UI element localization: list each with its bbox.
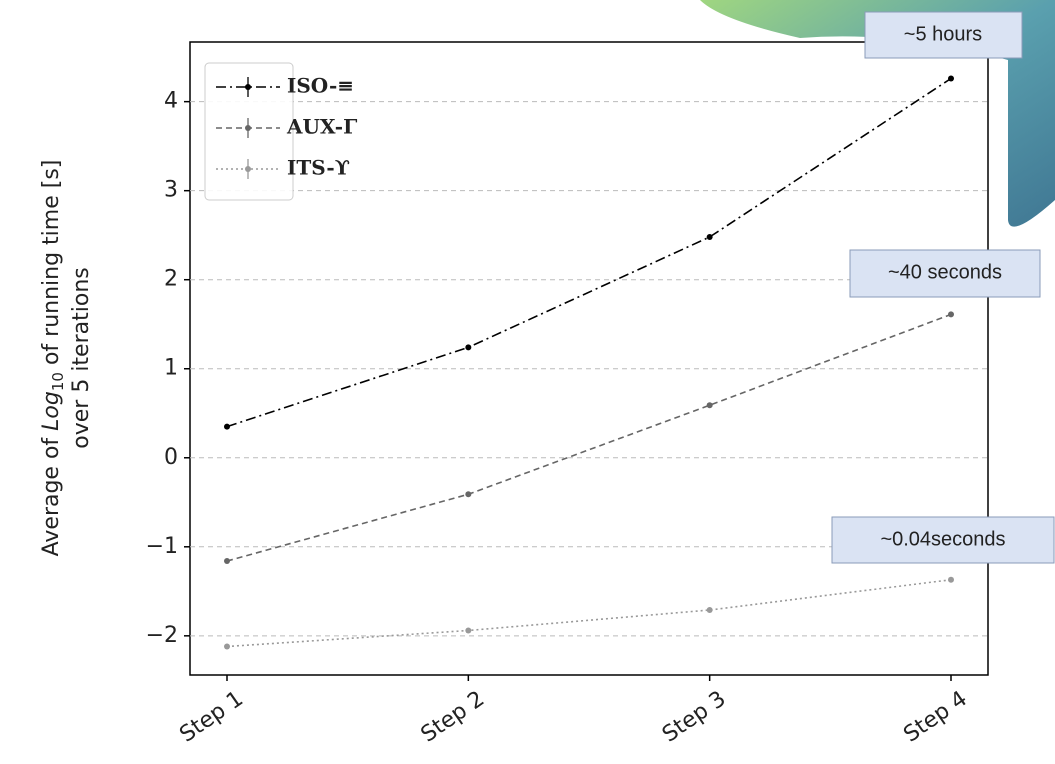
chart: Average of Log10 of running time [s] ove… [0, 0, 1055, 764]
data-point [707, 402, 713, 408]
data-point [465, 344, 471, 350]
y-label-part: Average of [39, 437, 64, 557]
x-tick-label: Step 4 [899, 686, 972, 747]
y-axis-label: over 5 iterations [69, 267, 94, 448]
y-axis-label: Average of Log10 of running time [s] [39, 160, 70, 557]
x-tick-label: Step 1 [175, 686, 248, 747]
x-tick-label: Step 2 [417, 686, 490, 747]
legend-label: ITS-ϒ [287, 156, 350, 180]
data-point [224, 644, 230, 650]
annotation: ~5 hours [904, 23, 982, 45]
data-point [224, 424, 230, 430]
y-tick-label: 2 [164, 267, 178, 292]
legend-marker [245, 166, 251, 172]
annotation: ~40 seconds [888, 261, 1002, 283]
y-tick-label: 1 [164, 356, 178, 381]
x-tick-label: Step 3 [658, 686, 731, 747]
y-tick-label: −1 [146, 534, 178, 559]
data-point [707, 234, 713, 240]
y-tick-label: −2 [146, 623, 178, 648]
data-point [948, 311, 954, 317]
y-label-part: of running time [s] [39, 160, 64, 365]
legend-marker [245, 125, 251, 131]
legend-marker [245, 84, 251, 90]
data-point [465, 627, 471, 633]
data-point [224, 558, 230, 564]
data-point [465, 491, 471, 497]
annotation: ~0.04seconds [880, 528, 1005, 550]
legend-label: ISO-≡ [287, 74, 354, 98]
legend [205, 63, 293, 200]
legend-label: AUX-Γ [286, 115, 357, 139]
y-tick-label: 0 [164, 445, 178, 470]
y-tick-label: 4 [164, 89, 178, 114]
y-label-part: 10 [49, 372, 67, 391]
data-point [948, 577, 954, 583]
y-label-part: Log [39, 391, 64, 431]
data-point [948, 76, 954, 82]
y-tick-label: 3 [164, 178, 178, 203]
data-point [707, 607, 713, 613]
